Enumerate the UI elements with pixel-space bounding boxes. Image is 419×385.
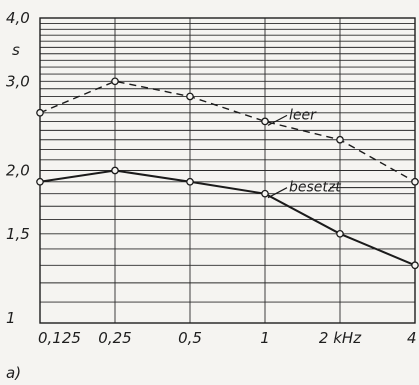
- x-tick-label: 0,25: [98, 329, 131, 347]
- data-point-leer: [411, 177, 419, 186]
- x-tick-label: 0,5: [178, 329, 202, 347]
- y-unit-label: s: [12, 41, 20, 59]
- data-point-leer: [336, 135, 344, 144]
- data-point-besetzt: [36, 177, 44, 186]
- series-line-leer: [39, 80, 416, 183]
- panel-label: a): [6, 364, 21, 382]
- grid: [40, 18, 415, 323]
- x-tick-label: 2 kHz: [319, 329, 362, 347]
- plot-frame: [39, 17, 416, 324]
- data-point-leer: [261, 117, 269, 126]
- data-point-besetzt: [186, 177, 194, 186]
- series-leader-leer: [267, 114, 288, 126]
- series-layer: [36, 77, 419, 270]
- data-point-besetzt: [261, 189, 269, 198]
- series-leader-besetzt: [267, 187, 288, 199]
- data-point-leer: [36, 108, 44, 117]
- data-point-besetzt: [411, 261, 419, 270]
- series-label-leer: leer: [289, 107, 317, 123]
- series-line-besetzt: [39, 169, 416, 267]
- y-tick-label: 4,0: [6, 9, 30, 27]
- series-label-besetzt: besetzt: [289, 180, 341, 196]
- y-tick-label: 1: [6, 309, 16, 327]
- y-tick-label: 1,5: [6, 225, 30, 243]
- x-tick-label: 4: [407, 329, 417, 347]
- label-layer: 1 1,5 2,0 3,0 4,0 0,125 0,25 0,5 1 2 kHz 4 leer bese…: [6, 9, 417, 347]
- x-tick-label: 1: [260, 329, 270, 347]
- y-tick-label: 3,0: [6, 72, 30, 90]
- y-tick-label: 2,0: [6, 162, 30, 180]
- data-point-leer: [111, 77, 119, 86]
- data-point-besetzt: [111, 166, 119, 175]
- x-tick-label: 0,125: [38, 329, 81, 347]
- data-point-leer: [186, 92, 194, 101]
- data-point-besetzt: [336, 229, 344, 238]
